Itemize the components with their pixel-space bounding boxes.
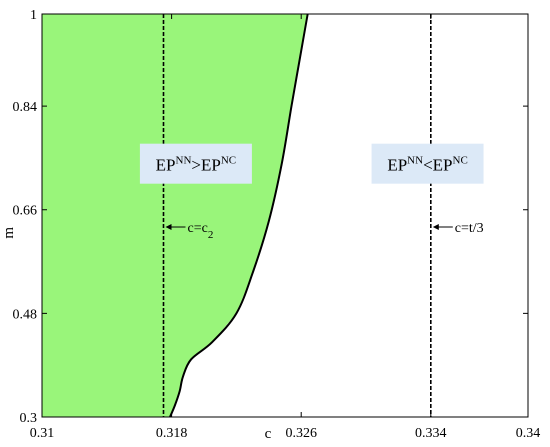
y-tick-label-1: 0.48: [13, 307, 38, 322]
annotation-label-1: c=c2: [188, 221, 214, 241]
fill-area: [42, 14, 308, 417]
fill-region: [42, 14, 308, 417]
y-tick-label-3: 0.84: [13, 100, 38, 115]
region-labels: EPNN>EPNC EPNN<EPNC: [139, 143, 484, 184]
boundary-curve: [169, 13, 309, 418]
annotation-arrowhead-2: [432, 224, 439, 231]
region-label-1: EPNN>EPNC: [139, 143, 252, 184]
annotations: c=c2 c=t/3: [165, 221, 484, 241]
y-tick-label-4: 1: [30, 8, 37, 23]
axes: 0.31 0.318 0.326 0.334 0.34 0.3 0.48 0.66 0.84 1 c…: [1, 8, 540, 442]
x-tick-label-1: 0.318: [156, 426, 188, 441]
region-label-text-1: EPNN>EPNC: [156, 155, 236, 175]
x-axis-title: c: [265, 426, 272, 442]
y-tick-label-2: 0.66: [13, 204, 38, 219]
boundary-line: [169, 13, 309, 418]
annotation-label-2: c=t/3: [455, 221, 484, 236]
reference-lines: [162, 14, 432, 417]
x-tick-label-3: 0.334: [415, 426, 447, 441]
x-tick-label-4: 0.34: [516, 426, 541, 441]
annotation-arrowhead-1: [165, 224, 172, 231]
x-tick-label-0: 0.31: [30, 426, 55, 441]
region-label-box-1: [139, 143, 252, 184]
axes-frame: [41, 13, 529, 418]
region-label-2: EPNN<EPNC: [371, 143, 484, 184]
region-label-box-2: [371, 143, 484, 184]
region-label-text-2: EPNN<EPNC: [387, 155, 467, 175]
y-tick-label-0: 0.3: [20, 411, 38, 426]
x-tick-label-2: 0.326: [285, 426, 317, 441]
y-axis-title: m: [1, 227, 17, 239]
